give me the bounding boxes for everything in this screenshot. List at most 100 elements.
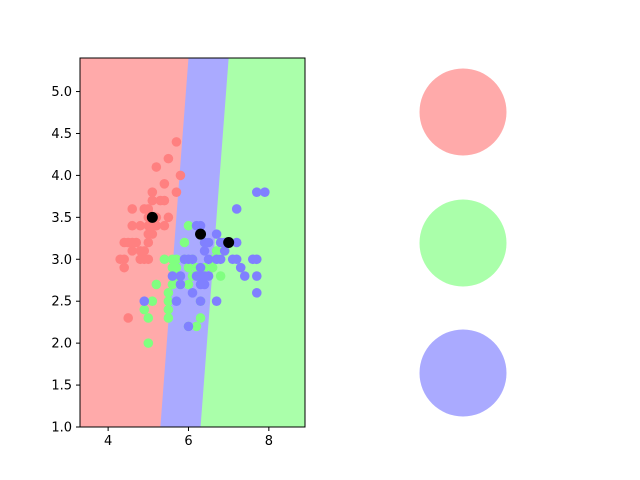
data-point-s1-8 [163, 296, 174, 307]
data-point-s1-7 [163, 304, 174, 315]
data-point-s1-33 [211, 246, 222, 256]
data-point-s0-5 [123, 313, 134, 323]
data-point-s0-12 [135, 220, 146, 231]
data-point-s2-1 [167, 271, 178, 281]
class-color-circles [419, 68, 507, 417]
data-point-s2-30 [219, 246, 230, 256]
x-tick-label: 6 [184, 434, 192, 449]
y-tick-label: 4.5 [51, 127, 72, 142]
data-point-s0-25 [147, 195, 158, 206]
data-point-s1-18 [179, 237, 190, 248]
plot-frame [79, 57, 306, 428]
data-point-s2-41 [251, 271, 262, 281]
data-point-s0-10 [131, 237, 142, 248]
data-point-s3-1 [195, 228, 207, 240]
data-point-s1-15 [171, 254, 182, 265]
data-point-s2-42 [251, 254, 262, 265]
data-point-s2-23 [203, 237, 214, 248]
data-point-s0-17 [143, 254, 154, 265]
data-point-s0-33 [159, 195, 170, 206]
data-point-s1-21 [183, 220, 194, 231]
data-point-s2-20 [199, 246, 210, 256]
data-point-s0-35 [163, 153, 174, 164]
data-point-s2-2 [171, 296, 182, 307]
data-point-s0-1 [119, 262, 129, 273]
data-point-s2-9 [187, 288, 198, 298]
data-point-s2-3 [175, 279, 186, 290]
data-point-s1-31 [207, 262, 218, 273]
data-point-s2-25 [211, 296, 222, 307]
data-point-s1-9 [163, 288, 174, 298]
data-point-s1-27 [195, 313, 206, 323]
data-point-s2-16 [195, 220, 206, 231]
data-point-s2-17 [195, 296, 206, 307]
y-tick-label: 1.0 [51, 421, 72, 436]
y-tick-label: 5.0 [51, 85, 72, 100]
data-point-s0-6 [127, 246, 138, 256]
y-tick-label: 3.5 [51, 211, 72, 226]
data-point-s2-8 [187, 254, 198, 265]
x-tick-label: 4 [104, 434, 112, 449]
scatter-plot: 4 6 8 1.0 1.5 2.0 2.5 3.0 3.5 4.0 4.5 5.0 [51, 57, 306, 449]
data-point-s1-25 [191, 321, 202, 332]
data-point-s2-24 [203, 271, 214, 281]
y-tick-label: 2.0 [51, 337, 72, 352]
data-point-s2-35 [231, 254, 242, 265]
data-points [115, 137, 270, 348]
data-point-s0-39 [175, 170, 186, 181]
data-point-s2-34 [231, 237, 242, 248]
data-point-s2-19 [199, 279, 210, 290]
data-point-s2-37 [239, 271, 250, 281]
data-point-s2-43 [260, 187, 270, 197]
data-point-s3-2 [223, 237, 235, 248]
data-point-s1-1 [143, 338, 154, 348]
data-point-s1-5 [159, 254, 170, 265]
x-tick-label: 8 [265, 434, 273, 449]
data-point-s0-26 [147, 229, 158, 239]
data-point-s0-24 [147, 187, 158, 197]
data-point-s0-15 [139, 246, 150, 256]
data-point-s2-22 [203, 254, 214, 265]
data-point-s1-6 [163, 313, 174, 323]
y-tick-label: 1.5 [51, 379, 72, 394]
y-axis-ticks: 1.0 1.5 2.0 2.5 3.0 3.5 4.0 4.5 5.0 [51, 85, 80, 436]
data-point-s1-35 [215, 271, 226, 281]
class-circle-green [419, 199, 507, 287]
data-point-s3-0 [146, 211, 158, 223]
data-point-s2-27 [211, 229, 222, 239]
data-point-s2-33 [231, 204, 242, 214]
data-point-s0-8 [127, 204, 138, 214]
data-point-s1-20 [183, 262, 194, 273]
data-point-s0-2 [119, 254, 129, 265]
data-point-s0-30 [151, 162, 162, 172]
class-circle-red [419, 68, 507, 156]
data-point-s2-0 [139, 296, 150, 307]
data-point-s2-4 [175, 271, 186, 281]
data-point-s0-7 [127, 220, 138, 231]
class-circle-blue [419, 329, 507, 417]
data-point-s2-7 [183, 321, 194, 332]
data-point-s1-22 [183, 279, 194, 290]
data-point-s1-0 [139, 304, 150, 315]
data-point-s1-3 [147, 296, 158, 307]
y-tick-label: 4.0 [51, 169, 72, 184]
data-point-s1-14 [171, 262, 182, 273]
data-point-s0-36 [163, 212, 174, 223]
y-tick-label: 2.5 [51, 295, 72, 310]
data-point-s0-32 [159, 178, 170, 189]
data-point-s0-37 [171, 137, 182, 147]
data-point-s0-22 [143, 204, 154, 214]
data-point-s0-20 [143, 237, 154, 248]
data-point-s0-29 [151, 220, 162, 231]
data-point-s2-14 [195, 262, 206, 273]
decision-regions [80, 58, 305, 427]
data-point-s2-39 [251, 187, 262, 197]
data-point-s0-38 [171, 187, 182, 197]
data-point-s2-28 [215, 254, 226, 265]
x-axis-ticks: 4 6 8 [104, 427, 273, 449]
y-tick-label: 3.0 [51, 253, 72, 268]
data-point-s2-40 [251, 288, 262, 298]
data-point-s1-4 [151, 279, 162, 290]
data-point-s1-2 [143, 313, 154, 323]
